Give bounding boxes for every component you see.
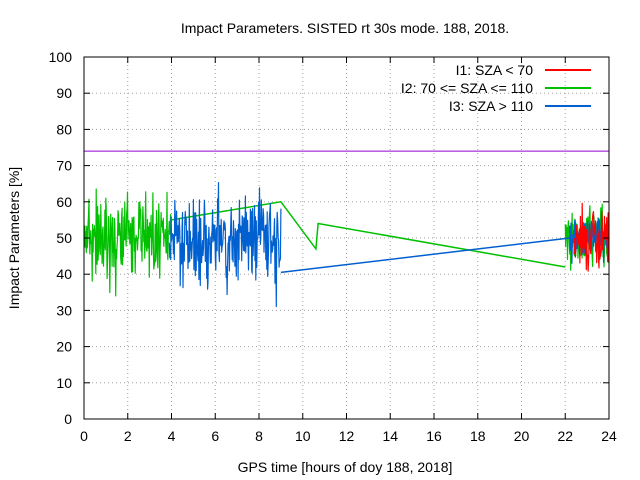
x-tick-label: 12: [339, 428, 355, 444]
y-tick-label: 20: [56, 339, 72, 355]
series-group: [83, 182, 610, 308]
legend-label-i1: I1: SZA < 70: [456, 62, 534, 78]
y-tick-label: 50: [56, 230, 72, 246]
legend-label-i3: I3: SZA > 110: [449, 98, 533, 114]
x-axis-label: GPS time [hours of doy 188, 2018]: [238, 459, 453, 475]
plot-frame: [83, 56, 610, 420]
x-tick-label: 6: [211, 428, 219, 444]
y-tick-label: 0: [64, 411, 72, 427]
x-tick-label: 22: [557, 428, 573, 444]
y-tick-label: 70: [56, 158, 72, 174]
series-i1-line: [573, 202, 610, 272]
y-tick-label: 10: [56, 375, 72, 391]
y-axis-label: Impact Parameters [%]: [6, 167, 22, 309]
plot-border: [83, 56, 610, 420]
series-i2-line: [83, 188, 173, 297]
series-i2-sparse-line: [171, 200, 566, 268]
y-tick-label: 30: [56, 302, 72, 318]
legend: I1: SZA < 70 I2: 70 <= SZA <= 110 I3: SZA …: [401, 62, 591, 114]
y-tick-label: 90: [56, 85, 72, 101]
x-tick-label: 10: [295, 428, 311, 444]
x-tick-label: 16: [426, 428, 442, 444]
x-tick-label: 20: [514, 428, 530, 444]
x-tick-label: 2: [124, 428, 132, 444]
series-i3-sparse-line: [280, 237, 570, 274]
x-tick-label: 0: [80, 428, 88, 444]
series-i3-line: [168, 182, 282, 308]
x-tick-label: 4: [168, 428, 176, 444]
y-tick-label: 80: [56, 121, 72, 137]
x-tick-label: 24: [601, 428, 617, 444]
x-tick-label: 8: [255, 428, 263, 444]
y-tick-label: 60: [56, 194, 72, 210]
y-tick-label: 40: [56, 266, 72, 282]
x-tick-label: 18: [470, 428, 486, 444]
y-tick-label: 100: [49, 49, 73, 65]
x-tick-label: 14: [382, 428, 398, 444]
chart-title: Impact Parameters. SISTED rt 30s mode. 1…: [181, 20, 509, 36]
legend-label-i2: I2: 70 <= SZA <= 110: [401, 80, 533, 96]
